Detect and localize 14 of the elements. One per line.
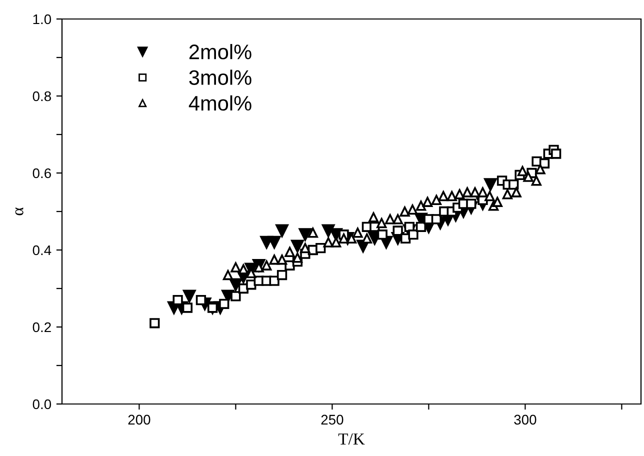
y-tick-label: 0.2 bbox=[32, 322, 51, 332]
y-tick-label: 0.0 bbox=[32, 399, 52, 410]
x-axis-title: T/K bbox=[338, 433, 365, 445]
y-tick-label: 1.0 bbox=[33, 14, 52, 24]
y-tick-label: 0.4 bbox=[32, 245, 52, 256]
x-tick-label: 250 bbox=[321, 414, 344, 425]
x-tick-label: 200 bbox=[128, 414, 150, 425]
x-tick-label: 300 bbox=[514, 414, 536, 425]
y-tick-label: 0.6 bbox=[32, 168, 51, 178]
y-tick-label: 0.8 bbox=[32, 91, 51, 102]
legend-label: 4mol% bbox=[188, 95, 252, 111]
y-axis-title: α bbox=[15, 208, 24, 216]
legend-label: 2mol% bbox=[189, 44, 252, 60]
legend-label: 3mol% bbox=[189, 70, 252, 85]
